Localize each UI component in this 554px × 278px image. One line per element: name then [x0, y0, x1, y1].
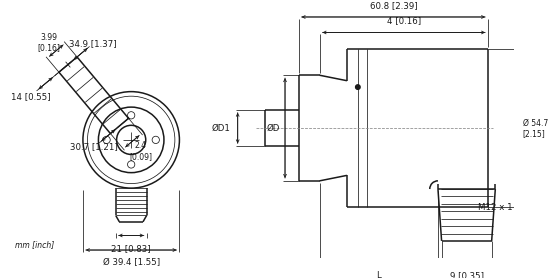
Text: Ø 54.7
[2.15]: Ø 54.7 [2.15]	[522, 118, 548, 138]
Text: 34.9 [1.37]: 34.9 [1.37]	[69, 39, 117, 48]
Text: ØD: ØD	[266, 123, 280, 133]
Text: 30.7 [1.21]: 30.7 [1.21]	[70, 143, 118, 152]
Circle shape	[356, 85, 360, 89]
Text: ØD1: ØD1	[212, 123, 230, 133]
Text: L: L	[376, 271, 381, 278]
Text: 60.8 [2.39]: 60.8 [2.39]	[370, 1, 417, 10]
Text: 3.99
[0.16]: 3.99 [0.16]	[38, 33, 61, 52]
Text: 2.4
[0.09]: 2.4 [0.09]	[129, 141, 152, 161]
Text: 14 [0.55]: 14 [0.55]	[11, 92, 50, 101]
Text: M12 x 1: M12 x 1	[478, 203, 512, 212]
Text: mm [inch]: mm [inch]	[14, 240, 54, 249]
Text: Ø 39.4 [1.55]: Ø 39.4 [1.55]	[102, 258, 160, 267]
Text: 21 [0.83]: 21 [0.83]	[111, 244, 151, 253]
Text: 9 [0.35]: 9 [0.35]	[450, 271, 484, 278]
Text: 4 [0.16]: 4 [0.16]	[387, 16, 421, 25]
